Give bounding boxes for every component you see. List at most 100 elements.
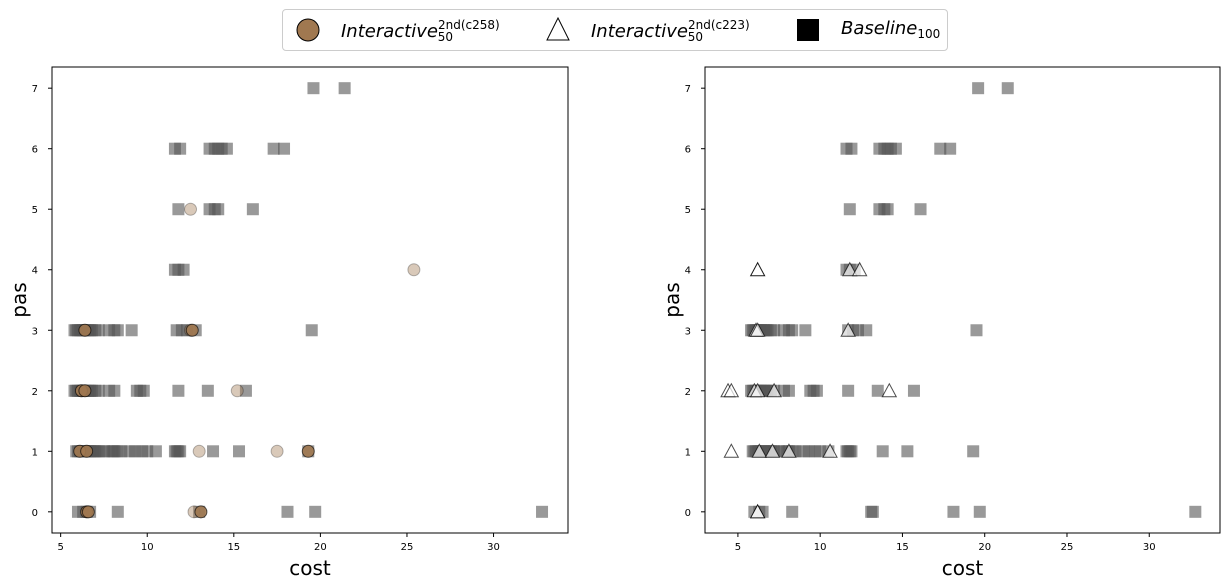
y-tick-label: 6 bbox=[685, 145, 691, 156]
data-point-square bbox=[172, 203, 185, 216]
x-axis-label: cost bbox=[289, 556, 331, 580]
data-point-triangle bbox=[749, 322, 766, 337]
data-point-square bbox=[239, 384, 252, 397]
x-tick-label: 25 bbox=[1061, 542, 1074, 553]
data-point-triangle bbox=[840, 322, 856, 337]
x-tick-label: 15 bbox=[896, 542, 909, 553]
data-point-square bbox=[172, 384, 185, 397]
data-point-square bbox=[536, 505, 549, 518]
data-point-square bbox=[246, 203, 259, 216]
x-tick-label: 20 bbox=[978, 542, 991, 553]
data-point-square bbox=[1189, 505, 1202, 518]
x-tick-label: 5 bbox=[57, 542, 63, 553]
data-point-square bbox=[866, 505, 879, 518]
data-point-triangle bbox=[822, 443, 838, 458]
chart-2: 5 10 15 20 25 30 0 1 2 3 4 5 6 7 cost pas bbox=[660, 66, 1221, 580]
y-tick-label: 0 bbox=[32, 508, 38, 519]
legend-label: Interactive2nd(c223)50 bbox=[591, 18, 750, 44]
data-point-square bbox=[220, 142, 233, 155]
y-axis-label: pas bbox=[660, 282, 684, 317]
data-point-triangle bbox=[781, 443, 797, 458]
data-point-circle bbox=[184, 202, 198, 216]
data-point-triangle bbox=[851, 261, 868, 277]
data-point-square bbox=[944, 142, 957, 155]
data-point-square bbox=[233, 445, 246, 458]
data-point-square bbox=[901, 445, 914, 458]
data-point-square bbox=[111, 505, 124, 518]
data-point-square bbox=[947, 505, 960, 518]
data-point-triangle bbox=[764, 443, 781, 458]
data-point-square bbox=[860, 324, 873, 337]
data-point-square bbox=[212, 203, 225, 216]
series-triangle bbox=[720, 261, 898, 519]
data-point-square bbox=[281, 505, 294, 518]
data-point-square bbox=[278, 142, 291, 155]
data-point-square bbox=[309, 505, 322, 518]
y-axis-label: pas bbox=[7, 282, 31, 317]
data-point-square bbox=[338, 82, 351, 95]
data-point-square bbox=[174, 445, 187, 458]
data-point-circle bbox=[194, 505, 208, 519]
data-point-square bbox=[108, 384, 121, 397]
y-tick-label: 7 bbox=[32, 84, 38, 95]
y-tick-label: 2 bbox=[685, 387, 691, 398]
data-point-circle bbox=[407, 263, 421, 277]
data-point-circle bbox=[78, 384, 92, 398]
data-point-triangle bbox=[766, 382, 782, 398]
data-point-square bbox=[111, 324, 124, 337]
data-point-circle bbox=[78, 323, 92, 337]
y-tick-label: 0 bbox=[685, 508, 691, 519]
legend-circle-marker bbox=[296, 18, 320, 42]
data-point-square bbox=[174, 142, 187, 155]
data-point-square bbox=[137, 384, 150, 397]
data-point-triangle bbox=[751, 443, 768, 458]
x-tick-label: 25 bbox=[401, 542, 414, 553]
data-point-square bbox=[972, 82, 985, 95]
y-tick-label: 4 bbox=[685, 266, 691, 277]
y-tick-label: 3 bbox=[685, 326, 691, 337]
data-point-square bbox=[889, 142, 902, 155]
data-point-square bbox=[845, 445, 858, 458]
data-point-triangle bbox=[749, 382, 766, 398]
y-tick-label: 3 bbox=[32, 326, 38, 337]
y-tick-label: 2 bbox=[32, 387, 38, 398]
x-tick-label: 5 bbox=[735, 542, 741, 553]
data-point-circle bbox=[230, 384, 244, 398]
data-point-square bbox=[207, 445, 220, 458]
chart-1: 5 10 15 20 25 30 0 1 2 3 4 5 6 7 cost pas bbox=[7, 66, 569, 580]
x-tick-label: 30 bbox=[487, 542, 500, 553]
y-tick-label: 7 bbox=[685, 84, 691, 95]
y-tick-label: 1 bbox=[685, 447, 691, 458]
plot-frame bbox=[51, 66, 569, 534]
data-point-circle bbox=[192, 444, 206, 458]
data-point-square bbox=[782, 384, 795, 397]
data-point-triangle bbox=[723, 443, 740, 458]
legend-triangle-marker bbox=[546, 16, 570, 41]
y-tick-label: 5 bbox=[32, 205, 38, 216]
legend-label: Baseline100 bbox=[841, 18, 941, 41]
data-point-square bbox=[267, 142, 280, 155]
series-circle bbox=[73, 202, 421, 519]
data-point-square bbox=[1001, 82, 1014, 95]
plot-frame bbox=[704, 66, 1221, 534]
x-tick-label: 30 bbox=[1143, 542, 1156, 553]
data-point-square bbox=[914, 203, 927, 216]
data-point-square bbox=[876, 445, 889, 458]
data-point-square bbox=[786, 505, 799, 518]
data-point-square bbox=[843, 203, 856, 216]
data-point-square bbox=[305, 324, 318, 337]
y-tick-label: 1 bbox=[32, 447, 38, 458]
data-point-triangle bbox=[881, 382, 898, 398]
data-point-square bbox=[125, 324, 138, 337]
legend-label: Interactive2nd(c258)50 bbox=[341, 18, 500, 44]
data-point-square bbox=[967, 445, 980, 458]
data-point-square bbox=[786, 324, 799, 337]
data-point-circle bbox=[185, 323, 199, 337]
y-tick-label: 6 bbox=[32, 145, 38, 156]
legend-square-marker bbox=[797, 19, 819, 41]
data-point-square bbox=[881, 203, 894, 216]
data-point-square bbox=[307, 82, 320, 95]
data-point-square bbox=[842, 384, 855, 397]
data-point-square bbox=[907, 384, 920, 397]
data-point-triangle bbox=[841, 261, 858, 277]
